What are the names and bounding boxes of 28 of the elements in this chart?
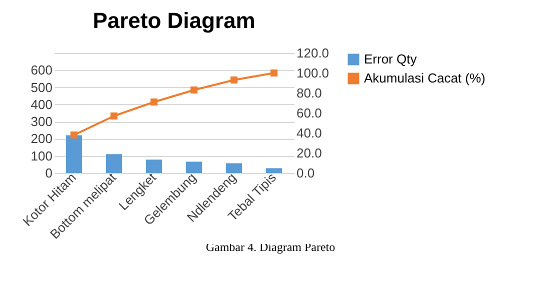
bar — [66, 135, 82, 173]
y-tick-label: 100 — [30, 148, 52, 164]
y-tick-label: 300 — [30, 114, 52, 130]
y-tick-label: 200 — [30, 131, 52, 146]
legend-label: Error Qty — [364, 52, 418, 66]
point — [110, 112, 118, 120]
y-tick-label: 500 — [30, 80, 52, 95]
bar — [226, 163, 242, 173]
y2-tick-label: 80.0 — [296, 86, 322, 100]
point — [270, 69, 278, 77]
y2-tick-label: 0.0 — [296, 166, 315, 180]
bar — [106, 154, 122, 173]
y2-tick-label: 40.0 — [296, 126, 322, 140]
y2-tick-label: 20.0 — [296, 146, 322, 160]
legend-label: Akumulasi Cacat (%) — [364, 70, 486, 86]
y-tick-label: 600 — [30, 62, 52, 78]
y-tick-label: 400 — [30, 96, 52, 112]
point — [230, 76, 238, 84]
y2-tick-label: 60.0 — [296, 106, 322, 120]
y2-tick-label: 120.0 — [296, 46, 330, 60]
point — [70, 131, 78, 139]
bar — [266, 168, 282, 173]
point — [150, 98, 158, 106]
point — [190, 86, 198, 94]
bar — [146, 160, 162, 173]
bar — [186, 162, 202, 173]
chart-title: Pareto Diagram — [92, 8, 256, 33]
y2-tick-label: 100.0 — [296, 66, 330, 80]
